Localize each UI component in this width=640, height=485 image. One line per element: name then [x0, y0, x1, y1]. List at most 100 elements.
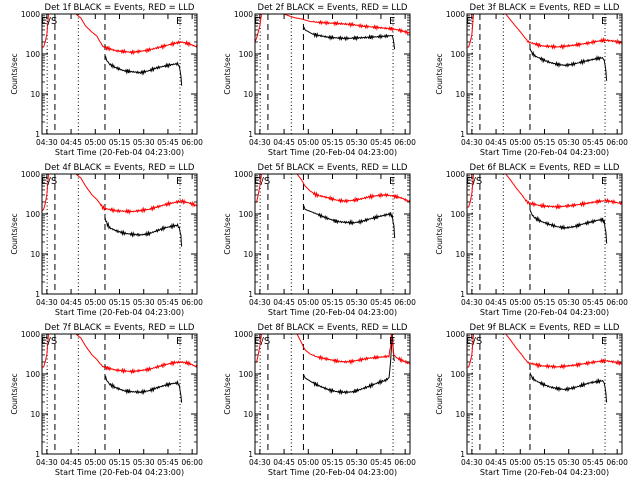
lld-series-line — [255, 14, 410, 43]
y-axis-label: Counts/sec — [223, 53, 232, 94]
panel-title: Det 5f BLACK = Events, RED = LLD — [258, 163, 408, 173]
panel-title: Det 9f BLACK = Events, RED = LLD — [470, 323, 620, 333]
x-tick-label: 05:00 — [509, 458, 531, 467]
event-marker-label: E — [601, 176, 607, 187]
y-tick-label: 10 — [30, 410, 40, 419]
x-tick-label: 05:00 — [297, 138, 319, 147]
y-axis-label: Counts/sec — [10, 53, 19, 94]
detector-panel-9: Det 9f BLACK = Events, RED = LLD 1 10 100 10… — [435, 323, 628, 477]
x-tick-label: 05:15 — [109, 458, 131, 467]
x-tick-label: 04:45 — [273, 458, 295, 467]
x-axis-label: Start Time (20-Feb-04 04:23:00) — [480, 468, 609, 477]
x-tick-label: 05:30 — [346, 458, 368, 467]
events-series-line — [529, 48, 608, 81]
y-tick-label: 1000 — [234, 330, 253, 339]
x-tick-label: 05:15 — [534, 458, 556, 467]
y-tick-label: 100 — [239, 210, 254, 219]
y-tick-label: 1 — [460, 290, 465, 299]
x-tick-label: 06:00 — [394, 458, 416, 467]
lld-series-line — [467, 334, 622, 370]
events-series-line — [104, 217, 183, 247]
y-axis-label: Counts/sec — [435, 373, 444, 414]
x-tick-label: 06:00 — [606, 458, 628, 467]
y-tick-label: 10 — [30, 250, 40, 259]
event-marker-label: E — [601, 16, 607, 27]
y-tick-label: 10 — [243, 90, 253, 99]
x-axis-label: Start Time (20-Feb-04 04:23:00) — [55, 468, 184, 477]
x-tick-label: 04:45 — [485, 458, 507, 467]
x-tick-label: 06:00 — [181, 138, 203, 147]
x-tick-label: 05:30 — [346, 138, 368, 147]
plot-frame — [41, 13, 198, 135]
events-series-line — [302, 25, 396, 50]
y-tick-label: 100 — [239, 370, 254, 379]
x-tick-label: 05:00 — [84, 458, 106, 467]
y-tick-label: 100 — [451, 50, 466, 59]
x-tick-label: 05:45 — [582, 458, 604, 467]
plot-frame — [466, 13, 623, 135]
x-tick-label: 06:00 — [181, 458, 203, 467]
x-tick-label: 05:00 — [297, 458, 319, 467]
x-tick-label: 05:15 — [534, 298, 556, 307]
detector-panel-4: Det 4f BLACK = Events, RED = LLD 1 10 100 10… — [10, 163, 203, 317]
x-tick-label: 05:00 — [84, 298, 106, 307]
detector-panel-7: Det 7f BLACK = Events, RED = LLD 1 10 100 10… — [10, 323, 203, 477]
event-marker-label: E/S — [41, 336, 57, 347]
lld-series-line — [467, 14, 622, 50]
events-series-line — [302, 204, 396, 239]
event-marker-label: E — [176, 176, 182, 187]
y-tick-label: 1000 — [234, 170, 253, 179]
y-tick-label: 1000 — [21, 10, 40, 19]
y-tick-label: 1 — [460, 450, 465, 459]
y-axis-label: Counts/sec — [223, 213, 232, 254]
event-marker-label: E/S — [466, 336, 482, 347]
lld-series-line — [467, 174, 622, 210]
x-tick-label: 04:30 — [249, 298, 271, 307]
lld-series-line — [255, 334, 410, 365]
event-marker-label: E — [601, 336, 607, 347]
x-tick-label: 06:00 — [394, 298, 416, 307]
events-series-line — [529, 372, 608, 403]
x-tick-label: 05:45 — [157, 138, 179, 147]
x-tick-label: 05:15 — [109, 138, 131, 147]
y-tick-label: 100 — [451, 370, 466, 379]
detector-panel-2: Det 2f BLACK = Events, RED = LLD 1 10 100 10… — [223, 3, 416, 157]
x-tick-label: 05:30 — [558, 138, 580, 147]
detector-panel-3: Det 3f BLACK = Events, RED = LLD 1 10 100 10… — [435, 3, 628, 157]
x-tick-label: 04:30 — [461, 298, 483, 307]
event-marker-label: E/S — [466, 176, 482, 187]
x-tick-label: 05:45 — [157, 458, 179, 467]
x-tick-label: 05:45 — [370, 458, 392, 467]
plot-frame — [41, 333, 198, 455]
panel-title: Det 3f BLACK = Events, RED = LLD — [470, 3, 620, 13]
x-tick-label: 05:00 — [509, 138, 531, 147]
x-axis-label: Start Time (20-Feb-04 04:23:00) — [268, 308, 397, 317]
x-tick-label: 05:15 — [322, 458, 344, 467]
y-tick-label: 1 — [35, 290, 40, 299]
plot-frame — [466, 333, 623, 455]
x-tick-label: 05:00 — [297, 298, 319, 307]
panel-title: Det 4f BLACK = Events, RED = LLD — [45, 163, 195, 173]
event-marker-label: E/S — [254, 176, 270, 187]
x-tick-label: 06:00 — [181, 298, 203, 307]
y-tick-label: 10 — [30, 90, 40, 99]
x-tick-label: 04:45 — [60, 138, 82, 147]
event-marker-label: E — [176, 16, 182, 27]
y-tick-label: 100 — [26, 50, 41, 59]
lld-series-line — [42, 14, 197, 56]
y-tick-label: 1 — [248, 450, 253, 459]
x-tick-label: 04:30 — [461, 138, 483, 147]
x-axis-label: Start Time (20-Feb-04 04:23:00) — [268, 148, 397, 157]
x-tick-label: 05:45 — [582, 138, 604, 147]
x-tick-label: 05:15 — [109, 298, 131, 307]
x-tick-label: 06:00 — [606, 138, 628, 147]
y-tick-label: 100 — [239, 50, 254, 59]
x-tick-label: 04:45 — [485, 298, 507, 307]
y-tick-label: 100 — [26, 370, 41, 379]
y-tick-label: 1000 — [21, 330, 40, 339]
x-tick-label: 04:30 — [249, 458, 271, 467]
x-tick-label: 05:45 — [370, 138, 392, 147]
y-axis-label: Counts/sec — [10, 373, 19, 414]
